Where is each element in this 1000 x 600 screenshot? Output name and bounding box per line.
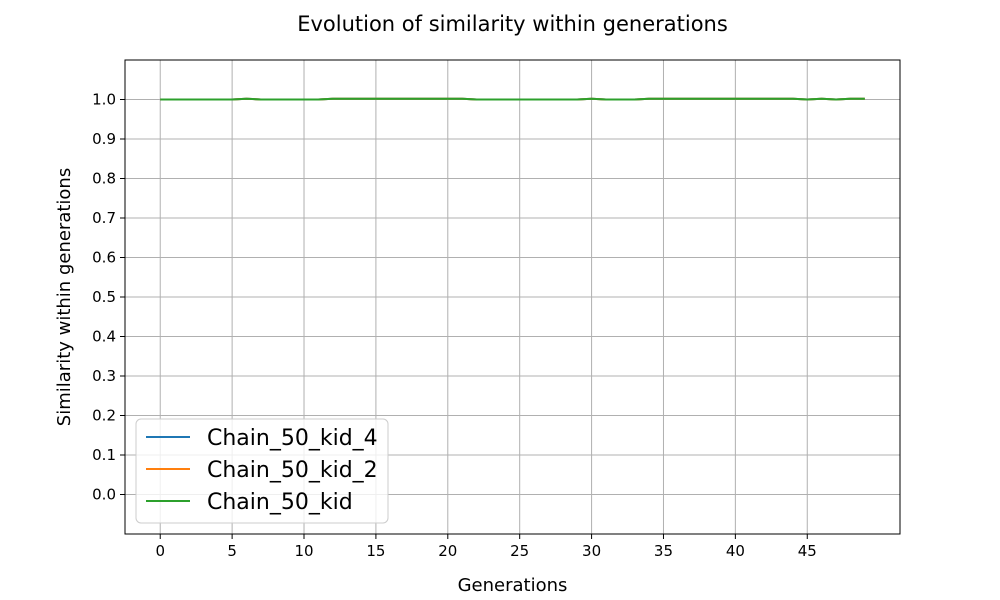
x-tick-label: 45 bbox=[798, 542, 817, 560]
legend-box bbox=[135, 418, 389, 524]
y-tick-label: 0.3 bbox=[92, 367, 116, 385]
y-tick-label: 0.8 bbox=[92, 170, 116, 188]
series-lines bbox=[160, 97, 865, 101]
y-axis-label: Similarity within generations bbox=[54, 168, 75, 426]
legend-label-3: Chain_50_kid bbox=[207, 490, 353, 515]
x-tick-label: 35 bbox=[654, 542, 673, 560]
x-tick-label: 30 bbox=[582, 542, 601, 560]
legend-label-2: Chain_50_kid_2 bbox=[207, 458, 378, 483]
y-tick-label: 1.0 bbox=[92, 91, 116, 109]
x-tick-label: 5 bbox=[227, 542, 237, 560]
y-tick-label: 0.0 bbox=[92, 486, 116, 504]
x-tick-label: 20 bbox=[438, 542, 457, 560]
x-tick-label: 25 bbox=[510, 542, 529, 560]
legend-label-1: Chain_50_kid_4 bbox=[207, 426, 378, 451]
x-tick-label: 0 bbox=[155, 542, 165, 560]
x-tick-label: 40 bbox=[726, 542, 745, 560]
legend: Chain_50_kid_4 Chain_50_kid_2 Chain_50_kid bbox=[135, 418, 389, 524]
x-tick-label: 10 bbox=[294, 542, 313, 560]
y-tick-label: 0.7 bbox=[92, 209, 116, 227]
y-tick-label: 0.9 bbox=[92, 130, 116, 148]
series-line-3 bbox=[160, 97, 865, 101]
grid bbox=[125, 60, 900, 534]
y-tick-label: 0.1 bbox=[92, 446, 116, 464]
chart-title: Evolution of similarity within generatio… bbox=[297, 12, 728, 36]
y-tick-label: 0.2 bbox=[92, 407, 116, 425]
y-tick-label: 0.4 bbox=[92, 328, 116, 346]
y-tick-label: 0.5 bbox=[92, 288, 116, 306]
y-tick-label: 0.6 bbox=[92, 249, 116, 267]
axis-ticks: 0 5 10 15 20 25 30 35 40 45 0.0 0.1 0.2 0.3 0.4 0.5 0.6 0… bbox=[92, 91, 817, 561]
x-tick-label: 15 bbox=[366, 542, 385, 560]
x-axis-label: Generations bbox=[458, 575, 568, 596]
